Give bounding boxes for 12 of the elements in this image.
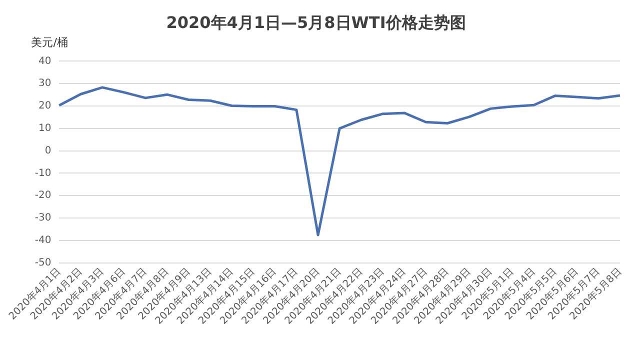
y-tick-label: 20 <box>38 100 52 112</box>
y-tick-label: -30 <box>34 212 52 224</box>
y-tick-label: -50 <box>34 257 52 268</box>
y-tick-label: 10 <box>38 122 52 134</box>
y-tick-label: 0 <box>44 145 52 156</box>
y-tick-label: -20 <box>34 190 52 202</box>
y-axis-title: 美元/桶 <box>31 36 68 50</box>
y-tick-label: 40 <box>38 56 52 67</box>
y-tick-label: -10 <box>34 168 52 179</box>
y-tick-label: -40 <box>34 235 52 246</box>
chart-title: 2020年4月1日—5月8日WTI价格走势图 <box>166 12 466 32</box>
y-tick-label: 30 <box>38 78 52 90</box>
